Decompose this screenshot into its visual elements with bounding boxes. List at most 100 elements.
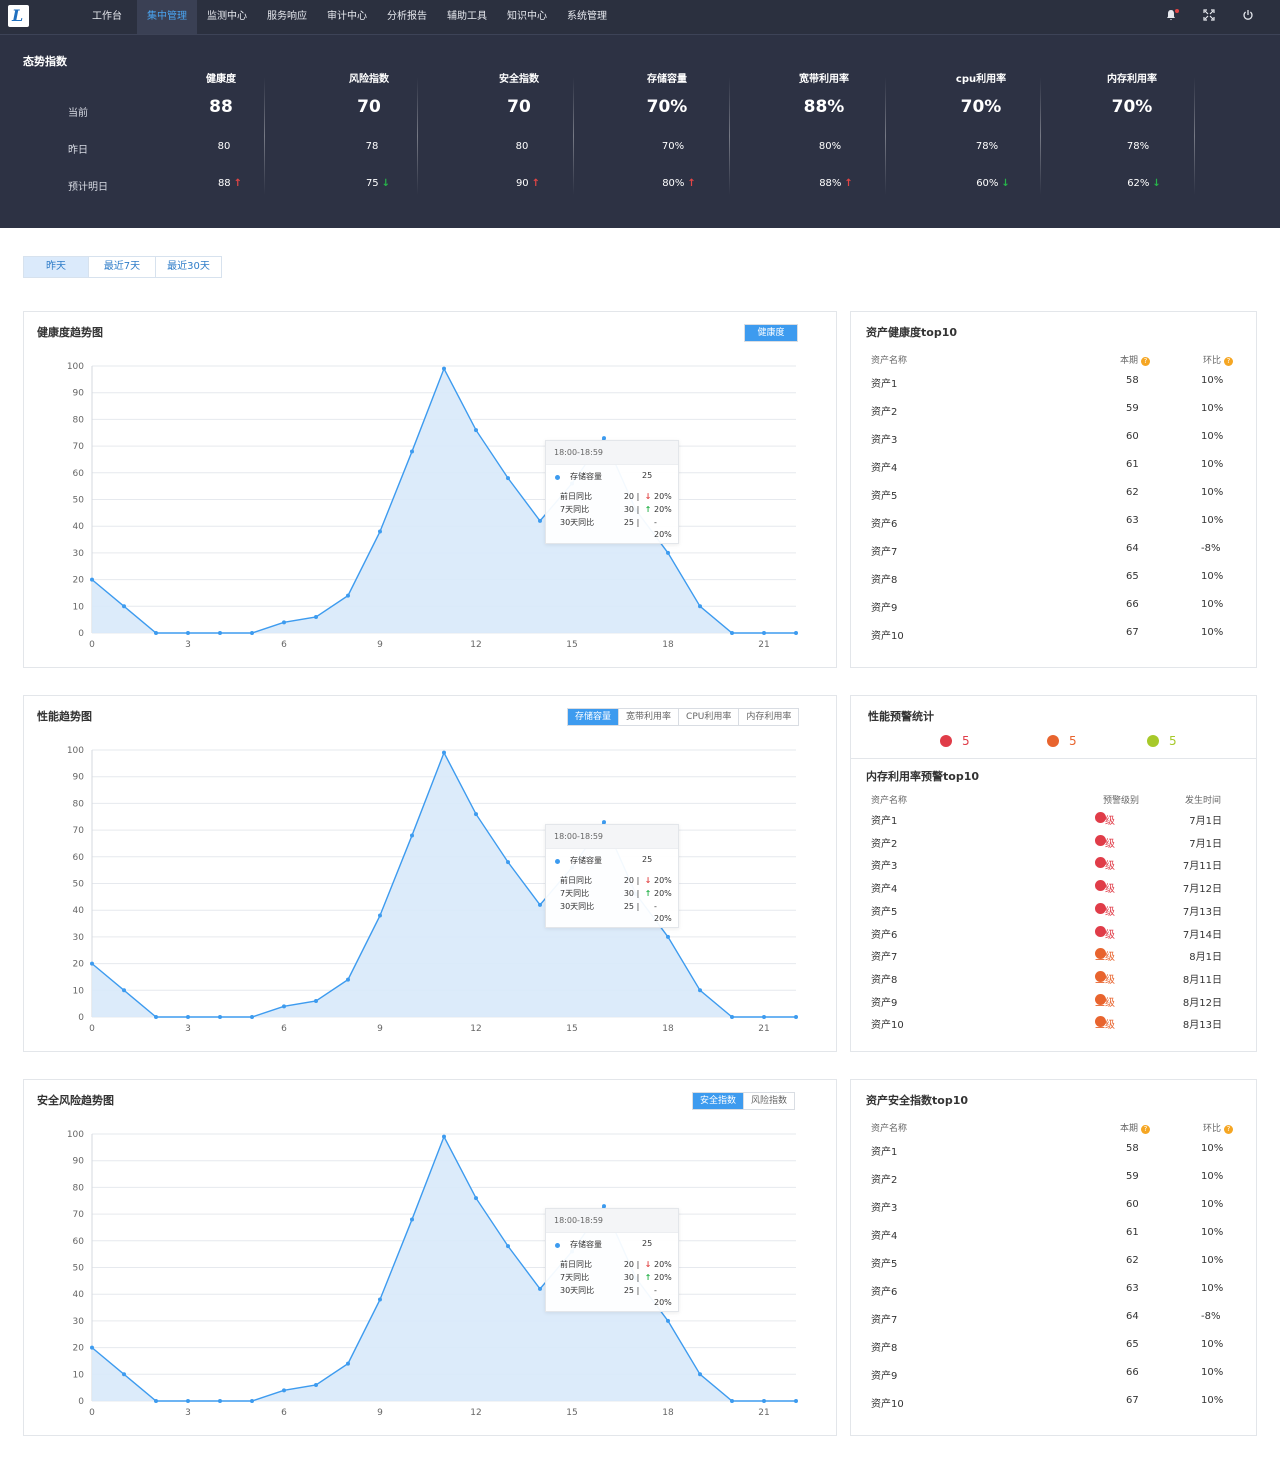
power-icon[interactable] [1239,8,1257,26]
data-point[interactable] [442,750,446,755]
data-point[interactable] [410,833,414,838]
data-point[interactable] [410,1217,414,1222]
alarm-stat-level3[interactable]: 5 [1147,734,1177,748]
table-row[interactable]: 资产7 二级 8月1日 [851,948,1256,970]
data-point[interactable] [282,1004,286,1009]
data-point[interactable] [122,604,126,609]
fullscreen-icon[interactable] [1200,8,1218,26]
data-point[interactable] [154,1399,158,1403]
btn-bandwidth[interactable]: 宽带利用率 [619,709,680,725]
help-icon[interactable]: ? [1141,357,1151,366]
data-point[interactable] [250,1015,254,1019]
data-point[interactable] [474,1196,478,1201]
table-row[interactable]: 资产8 二级 8月11日 [851,970,1256,993]
table-row[interactable]: 资产7 64 -8% [851,1311,1256,1339]
data-point[interactable] [730,1399,734,1403]
data-point[interactable] [122,1372,126,1377]
data-point[interactable] [698,988,702,993]
nav-item-knowledge[interactable]: 知识中心 [507,11,547,22]
data-point[interactable] [666,550,670,555]
data-point[interactable] [314,1382,318,1387]
range-tab-30days[interactable]: 最近30天 [167,261,210,272]
table-row[interactable]: 资产1 58 10% [851,1143,1256,1171]
data-point[interactable] [346,1361,350,1366]
table-row[interactable]: 资产2 一级 7月1日 [851,834,1256,857]
table-row[interactable]: 资产3 一级 7月11日 [851,857,1256,879]
data-point[interactable] [794,1399,798,1403]
nav-item-central[interactable]: 集中管理 [137,0,197,34]
data-point[interactable] [186,1399,190,1403]
data-point[interactable] [538,518,542,523]
table-row[interactable]: 资产5 62 10% [851,1255,1256,1283]
nav-item-report[interactable]: 分析报告 [387,11,427,22]
btn-memory[interactable]: 内存利用率 [746,712,792,722]
data-point[interactable] [314,998,318,1003]
nav-item-audit[interactable]: 审计中心 [327,11,367,22]
data-point[interactable] [698,1372,702,1377]
data-point[interactable] [378,1297,382,1302]
btn-risk-index[interactable]: 风险指数 [751,1096,788,1106]
data-point[interactable] [154,631,158,635]
data-point[interactable] [90,577,94,582]
alarm-stat-level1[interactable]: 5 [940,734,970,748]
table-row[interactable]: 资产10 67 10% [851,1395,1256,1423]
data-point[interactable] [218,1015,222,1019]
table-row[interactable]: 资产2 59 10% [851,403,1256,431]
data-point[interactable] [506,476,510,481]
table-row[interactable]: 资产4 一级 7月12日 [851,880,1256,902]
data-point[interactable] [378,529,382,534]
data-point[interactable] [794,631,798,635]
table-row[interactable]: 资产6 一级 7月14日 [851,925,1256,948]
table-row[interactable]: 资产5 62 10% [851,487,1256,515]
table-row[interactable]: 资产10 二级 8月13日 [851,1016,1256,1038]
table-row[interactable]: 资产3 60 10% [851,431,1256,459]
nav-item-tools[interactable]: 辅助工具 [447,11,487,22]
table-row[interactable]: 资产1 58 10% [851,375,1256,403]
table-row[interactable]: 资产9 66 10% [851,1367,1256,1395]
data-point[interactable] [186,631,190,635]
data-point[interactable] [762,1399,766,1403]
data-point[interactable] [90,1345,94,1350]
table-row[interactable]: 资产4 61 10% [851,1227,1256,1255]
data-point[interactable] [506,1244,510,1249]
table-row[interactable]: 资产7 64 -8% [851,543,1256,571]
app-logo[interactable]: L [8,5,29,27]
data-point[interactable] [122,988,126,993]
data-point[interactable] [602,820,606,825]
table-row[interactable]: 资产6 63 10% [851,515,1256,543]
data-point[interactable] [602,436,606,441]
help-icon[interactable]: ? [1224,357,1234,366]
data-point[interactable] [442,366,446,371]
table-row[interactable]: 资产8 65 10% [851,1339,1256,1367]
data-point[interactable] [762,1015,766,1019]
table-row[interactable]: 资产2 59 10% [851,1171,1256,1199]
nav-item-service[interactable]: 服务响应 [267,11,307,22]
data-point[interactable] [762,631,766,635]
data-point[interactable] [378,913,382,918]
table-row[interactable]: 资产9 66 10% [851,599,1256,627]
data-point[interactable] [282,620,286,625]
data-point[interactable] [602,1204,606,1209]
data-point[interactable] [218,1399,222,1403]
data-point[interactable] [282,1388,286,1393]
table-row[interactable]: 资产3 60 10% [851,1199,1256,1227]
data-point[interactable] [250,631,254,635]
table-row[interactable]: 资产8 65 10% [851,571,1256,599]
btn-health[interactable]: 健康度 [745,325,797,341]
help-icon[interactable]: ? [1141,1125,1151,1134]
btn-security-index[interactable]: 安全指数 [693,1093,745,1109]
btn-cpu[interactable]: CPU利用率 [679,709,740,725]
data-point[interactable] [506,860,510,865]
table-row[interactable]: 资产6 63 10% [851,1283,1256,1311]
table-row[interactable]: 资产5 一级 7月13日 [851,902,1256,925]
btn-storage[interactable]: 存储容量 [568,709,620,725]
data-point[interactable] [314,614,318,619]
data-point[interactable] [666,934,670,939]
data-point[interactable] [346,593,350,598]
nav-item-workbench[interactable]: 工作台 [92,11,122,22]
data-point[interactable] [90,961,94,966]
data-point[interactable] [698,604,702,609]
data-point[interactable] [538,1286,542,1291]
table-row[interactable]: 资产1 一级 7月1日 [851,812,1256,834]
range-tab-7days[interactable]: 最近7天 [89,257,156,277]
